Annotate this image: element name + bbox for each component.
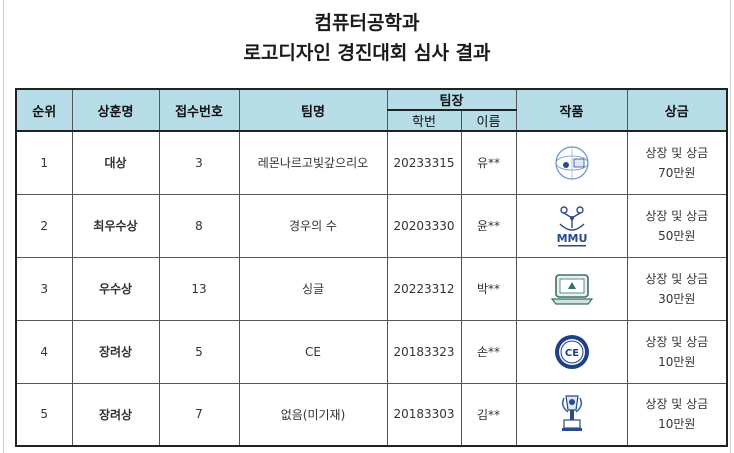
ce-emblem-logo-icon: CE	[517, 332, 627, 372]
left-page-edge	[3, 0, 4, 453]
award-cell: 장려상	[71, 382, 160, 447]
header-prize: 상금	[626, 88, 728, 132]
name-cell: 박**	[460, 256, 517, 321]
table-row: 1 대상 3 레몬나르고빛갚으리오 20233315 유** 상장 및	[15, 130, 728, 195]
prize-cell: 상장 및 상금 10만원	[626, 382, 728, 447]
student-id-cell: 20203330	[386, 193, 462, 258]
rank-cell: 3	[15, 256, 73, 321]
header-team-name: 팀명	[238, 88, 388, 132]
work-logo-cell	[515, 382, 628, 447]
department-title: 컴퓨터공학과	[314, 12, 420, 34]
prize-amount: 10만원	[658, 417, 696, 432]
rank-cell: 4	[15, 319, 73, 384]
team-name-cell: CE	[238, 319, 388, 384]
table-row: 4 장려상 5 CE 20183323 손** CE 상장 및 상금 10만원	[15, 319, 728, 384]
award-cell: 대상	[71, 130, 160, 195]
prize-cell: 상장 및 상금 30만원	[626, 256, 728, 321]
prize-cell: 상장 및 상금 10만원	[626, 319, 728, 384]
rank-cell: 1	[15, 130, 73, 195]
work-logo-cell	[515, 256, 628, 321]
header-leader: 팀장	[386, 88, 517, 111]
student-id-cell: 20183303	[386, 382, 462, 447]
award-cell: 장려상	[71, 319, 160, 384]
logo-text: CE	[564, 348, 578, 359]
name-cell: 손**	[460, 319, 517, 384]
prize-cell: 상장 및 상금 50만원	[626, 193, 728, 258]
rank-cell: 5	[15, 382, 73, 447]
rank-cell: 2	[15, 193, 73, 258]
contest-result-title: 로고디자인 경진대회 심사 결과	[243, 42, 491, 64]
work-logo-cell: CE	[515, 319, 628, 384]
table-row: 5 장려상 7 없음(미기재) 20183303 김**	[15, 382, 728, 447]
mmu-network-logo-icon: MMU	[517, 202, 627, 250]
team-name-cell: 없음(미기재)	[238, 382, 388, 447]
name-cell: 유**	[460, 130, 517, 195]
prize-cell: 상장 및 상금 70만원	[626, 130, 728, 195]
logo-text: MMU	[556, 232, 587, 245]
header-row: 순위 상훈명 접수번호 팀명 팀장 작품 상금	[15, 88, 728, 132]
table-row: 2 최우수상 8 경우의 수 20203330 윤** MMU	[15, 193, 728, 258]
header-name: 이름	[460, 109, 517, 132]
entry-no-cell: 5	[158, 319, 240, 384]
header-entry-no: 접수번호	[158, 88, 240, 132]
entry-no-cell: 3	[158, 130, 240, 195]
header-student-id: 학번	[386, 109, 462, 132]
prize-label: 상장 및 상금	[645, 271, 709, 286]
team-name-cell: 레몬나르고빛갚으리오	[238, 130, 388, 195]
name-cell: 윤**	[460, 193, 517, 258]
right-page-edge	[730, 0, 731, 453]
work-logo-cell	[515, 130, 628, 195]
prize-label: 상장 및 상금	[645, 397, 709, 412]
header-award: 상훈명	[71, 88, 160, 132]
globe-logo-icon	[517, 141, 627, 185]
header-work: 작품	[515, 88, 628, 132]
prize-amount: 50만원	[658, 228, 696, 243]
entry-no-cell: 8	[158, 193, 240, 258]
award-cell: 우수상	[71, 256, 160, 321]
team-name-cell: 싱글	[238, 256, 388, 321]
table-row: 3 우수상 13 싱글 20223312 박** 상장 및 상금 30만원	[15, 256, 728, 321]
prize-amount: 30만원	[658, 291, 696, 306]
team-name-cell: 경우의 수	[238, 193, 388, 258]
results-table: 순위 상훈명 접수번호 팀명 팀장 작품 상금 학번 이름 1 대상 3 레몬나…	[15, 88, 729, 447]
work-logo-cell: MMU	[515, 193, 628, 258]
student-id-cell: 20233315	[386, 130, 462, 195]
award-cell: 최우수상	[71, 193, 160, 258]
name-cell: 김**	[460, 382, 517, 447]
prize-label: 상장 및 상금	[645, 145, 709, 160]
laptop-logo-icon	[517, 269, 627, 309]
header-rank: 순위	[15, 88, 73, 132]
student-id-cell: 20223312	[386, 256, 462, 321]
document-title: 컴퓨터공학과 로고디자인 경진대회 심사 결과	[0, 8, 734, 68]
entry-no-cell: 7	[158, 382, 240, 447]
prize-amount: 10만원	[658, 354, 696, 369]
trophy-logo-icon	[517, 392, 627, 436]
prize-amount: 70만원	[658, 165, 696, 180]
prize-label: 상장 및 상금	[645, 208, 709, 223]
student-id-cell: 20183323	[386, 319, 462, 384]
prize-label: 상장 및 상금	[645, 334, 709, 349]
entry-no-cell: 13	[158, 256, 240, 321]
